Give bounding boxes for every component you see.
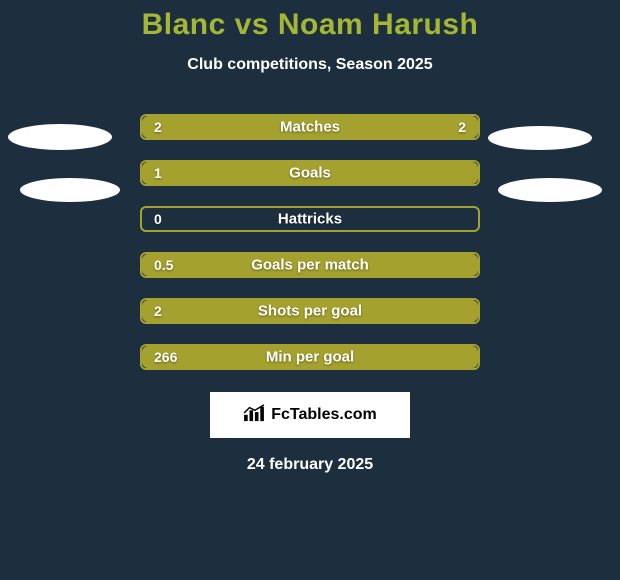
decorative-ellipse: [20, 178, 120, 202]
stat-row: 22Matches: [140, 114, 480, 140]
stat-row: 2Shots per goal: [140, 298, 480, 324]
decorative-ellipse: [8, 124, 112, 150]
decorative-ellipse: [488, 126, 592, 150]
decorative-ellipse: [498, 178, 602, 202]
bar-fill: [142, 162, 478, 184]
stat-value-left: 2: [154, 119, 162, 135]
stat-label: Hattricks: [142, 211, 478, 228]
subtitle: Club competitions, Season 2025: [0, 56, 620, 74]
stat-value-left: 2: [154, 303, 162, 319]
page-title: Blanc vs Noam Harush: [0, 8, 620, 42]
comparison-card: Blanc vs Noam Harush Club competitions, …: [0, 0, 620, 580]
stat-rows: 22Matches1Goals0Hattricks0.5Goals per ma…: [0, 114, 620, 370]
stat-value-left: 266: [154, 349, 177, 365]
stat-row: 0Hattricks: [140, 206, 480, 232]
brand-text: FcTables.com: [271, 406, 377, 424]
bar-fill-left: [142, 116, 310, 138]
stat-row: 1Goals: [140, 160, 480, 186]
brand-badge: FcTables.com: [210, 392, 410, 438]
bar-fill: [142, 346, 478, 368]
stat-value-left: 0.5: [154, 257, 173, 273]
stat-value-left: 1: [154, 165, 162, 181]
stat-row: 266Min per goal: [140, 344, 480, 370]
date-footer: 24 february 2025: [0, 456, 620, 474]
bar-fill: [142, 254, 478, 276]
bar-fill: [142, 300, 478, 322]
stat-row: 0.5Goals per match: [140, 252, 480, 278]
stat-value-right: 2: [458, 119, 466, 135]
bar-fill-right: [310, 116, 478, 138]
stat-value-left: 0: [154, 211, 162, 227]
brand-icon: [243, 404, 265, 427]
